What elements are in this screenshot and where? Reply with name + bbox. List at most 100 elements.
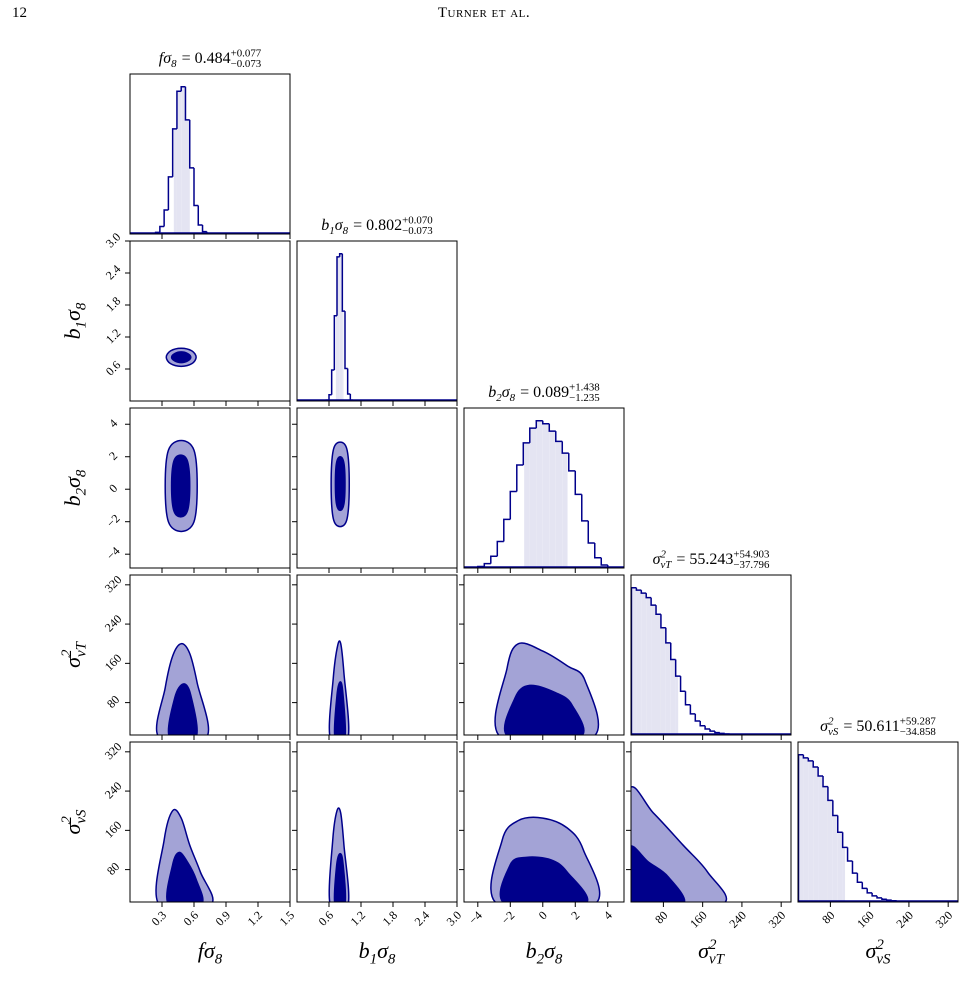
panel-title: b1σ8 = 0.802+0.070 −0.073	[321, 215, 433, 237]
math-part: σ	[866, 938, 878, 963]
x-axis-label: σ2 vS	[866, 937, 891, 967]
contour-inner	[166, 851, 204, 902]
panel-frame	[797, 741, 959, 903]
y-tick-label: 4	[106, 416, 120, 430]
hist-step	[694, 713, 701, 722]
contour-panel	[328, 807, 350, 902]
x-tick-label: 1.5	[277, 908, 298, 929]
hist-step	[866, 888, 873, 894]
interval-fill	[660, 627, 666, 735]
hist-step	[341, 253, 345, 312]
interval-fill	[670, 659, 676, 735]
math-part: σ	[820, 718, 829, 735]
panel-title-text: σ2 vS = 50.611+59.287 −34.858	[820, 716, 936, 738]
interval-fill	[651, 605, 657, 735]
interval-fill	[549, 431, 556, 568]
hist-step	[856, 873, 863, 884]
contour-panel	[631, 786, 728, 902]
hist-step	[837, 815, 843, 833]
y-tick-label: 160	[102, 651, 125, 674]
x-tick-label: 0.9	[213, 908, 234, 929]
hist-step	[665, 627, 671, 644]
math-part: +0.070	[402, 215, 433, 227]
x-tick-label: 240	[726, 908, 749, 931]
y-axis-label-text: b1σ8	[60, 302, 89, 339]
math-part: b	[60, 328, 85, 339]
hist-step	[548, 423, 556, 432]
interval-fill	[837, 832, 843, 902]
contour-inner	[334, 455, 346, 512]
x-axis-label: b1σ8	[359, 938, 396, 967]
hist-step	[176, 90, 182, 129]
hist-step	[807, 757, 814, 762]
y-tick-label: 1.2	[103, 326, 124, 347]
hist-step	[346, 368, 351, 395]
panel-frame	[630, 574, 792, 736]
hist-step	[509, 490, 517, 520]
math-part: vT	[73, 640, 89, 657]
y-axis-label-text: b2σ8	[60, 469, 89, 506]
hist-step	[581, 494, 589, 522]
hist-step	[846, 847, 853, 862]
hist-step	[561, 441, 569, 454]
math-part: 2	[828, 716, 834, 728]
math-part: vS	[828, 726, 839, 738]
hist-step	[650, 597, 657, 606]
x-tick-label: 0.6	[181, 908, 202, 929]
interval-fill	[808, 760, 814, 902]
math-part: = 0.802	[353, 217, 402, 234]
math-part: +59.287	[900, 716, 937, 728]
panel-frame	[463, 407, 625, 569]
interval-fill	[562, 453, 568, 568]
hist-step	[490, 555, 498, 564]
panel-frame	[129, 407, 291, 569]
math-part: σ	[335, 217, 344, 234]
hist-step	[704, 725, 711, 730]
interval-fill	[656, 614, 661, 735]
contour-panel	[165, 347, 197, 368]
interval-fill	[798, 754, 804, 902]
math-part: b	[488, 384, 496, 401]
math-part: 2	[876, 937, 884, 953]
hist-step	[568, 453, 576, 472]
hist-step	[851, 861, 858, 874]
hist-step	[670, 642, 676, 661]
hist-step	[699, 720, 706, 727]
hist-step	[574, 470, 582, 496]
math-part: 2	[73, 487, 89, 495]
hist-step	[555, 431, 563, 443]
interval-fill	[803, 757, 809, 902]
math-part: σ	[60, 656, 85, 668]
x-tick-label: 1.2	[245, 908, 266, 929]
histogram	[631, 587, 791, 735]
x-axis-label-text: σ2 vT	[698, 937, 725, 967]
panel-frame	[129, 574, 291, 736]
hist-step	[503, 518, 511, 542]
contour-inner	[503, 684, 585, 735]
x-tick-label: −4	[466, 908, 485, 927]
y-tick-label: 3.0	[103, 230, 124, 251]
hist-step	[719, 732, 725, 735]
math-part: = 0.484	[182, 50, 231, 67]
math-part: −0.073	[402, 225, 433, 237]
math-part: σ	[60, 309, 85, 321]
interval-fill	[335, 315, 337, 401]
hist-step	[349, 394, 353, 401]
x-tick-label: 2.4	[412, 908, 433, 929]
x-tick-label: 160	[687, 908, 710, 931]
histogram	[297, 253, 457, 401]
math-part: vT	[660, 559, 672, 571]
y-axis-label: b2σ8	[60, 469, 89, 506]
interval-fill	[641, 593, 647, 735]
interval-fill	[173, 128, 177, 234]
interval-fill	[337, 256, 340, 401]
y-axis-label: σ2vS	[59, 809, 89, 834]
y-tick-label: 1.8	[103, 294, 124, 315]
interval-fill	[176, 91, 182, 234]
hist-step	[861, 882, 868, 890]
hist-step	[679, 676, 686, 692]
hist-step	[600, 557, 608, 566]
math-part: 8	[73, 302, 89, 310]
x-tick-label: 80	[652, 908, 670, 926]
y-tick-label: −2	[104, 511, 123, 530]
